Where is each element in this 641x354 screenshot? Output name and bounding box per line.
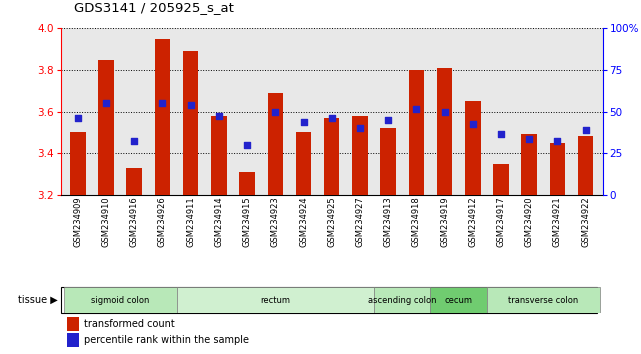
Text: GSM234915: GSM234915	[242, 196, 251, 247]
Bar	[431, 287, 487, 313]
Text: cecum: cecum	[445, 296, 472, 304]
Bar	[437, 68, 453, 195]
Point	[157, 101, 167, 106]
Text: GSM234913: GSM234913	[384, 196, 393, 247]
Text: GSM234919: GSM234919	[440, 196, 449, 247]
Text: GSM234923: GSM234923	[271, 196, 279, 247]
Text: GSM234918: GSM234918	[412, 196, 421, 247]
Text: sigmoid colon: sigmoid colon	[91, 296, 149, 304]
Point	[326, 115, 337, 121]
Text: GSM234910: GSM234910	[101, 196, 110, 247]
Point	[129, 138, 139, 143]
Point	[270, 109, 280, 114]
Text: GSM234922: GSM234922	[581, 196, 590, 247]
Bar	[176, 287, 374, 313]
Text: transformed count: transformed count	[84, 319, 175, 329]
Text: GSM234917: GSM234917	[497, 196, 506, 247]
Point	[242, 142, 252, 148]
Point	[581, 127, 591, 133]
Bar	[578, 136, 594, 195]
Text: transverse colon: transverse colon	[508, 296, 578, 304]
Text: GSM234916: GSM234916	[129, 196, 138, 247]
Text: GDS3141 / 205925_s_at: GDS3141 / 205925_s_at	[74, 1, 233, 14]
Bar	[408, 70, 424, 195]
Bar	[521, 135, 537, 195]
Point	[468, 121, 478, 127]
Text: GSM234925: GSM234925	[327, 196, 337, 247]
Point	[101, 101, 111, 106]
Text: GSM234926: GSM234926	[158, 196, 167, 247]
Text: tissue ▶: tissue ▶	[18, 295, 58, 305]
Point	[440, 109, 450, 114]
Text: GSM234909: GSM234909	[73, 196, 82, 247]
Point	[524, 136, 535, 141]
Text: GSM234912: GSM234912	[469, 196, 478, 247]
Point	[383, 117, 394, 123]
Point	[355, 125, 365, 131]
Bar	[465, 101, 481, 195]
Point	[298, 119, 308, 125]
Bar	[549, 143, 565, 195]
Text: GSM234920: GSM234920	[525, 196, 534, 247]
Text: GSM234911: GSM234911	[186, 196, 195, 247]
Text: GSM234921: GSM234921	[553, 196, 562, 247]
Point	[553, 138, 563, 143]
Bar	[352, 116, 368, 195]
Bar	[380, 128, 396, 195]
Text: ascending colon: ascending colon	[368, 296, 437, 304]
Bar	[296, 132, 312, 195]
Point	[72, 115, 83, 121]
Bar	[239, 172, 255, 195]
Bar	[126, 168, 142, 195]
Bar	[154, 39, 171, 195]
Text: rectum: rectum	[260, 296, 290, 304]
Bar	[63, 287, 176, 313]
Bar	[487, 287, 600, 313]
Text: GSM234914: GSM234914	[214, 196, 223, 247]
Point	[185, 102, 196, 108]
Bar	[374, 287, 431, 313]
Bar	[267, 93, 283, 195]
Point	[213, 113, 224, 119]
Point	[496, 132, 506, 137]
Bar	[98, 59, 114, 195]
Bar	[324, 118, 340, 195]
Bar	[493, 164, 509, 195]
Bar	[183, 51, 199, 195]
Text: percentile rank within the sample: percentile rank within the sample	[84, 335, 249, 345]
Bar	[70, 132, 86, 195]
Text: GSM234924: GSM234924	[299, 196, 308, 247]
Point	[412, 107, 422, 112]
Bar	[211, 116, 227, 195]
Text: GSM234927: GSM234927	[355, 196, 365, 247]
